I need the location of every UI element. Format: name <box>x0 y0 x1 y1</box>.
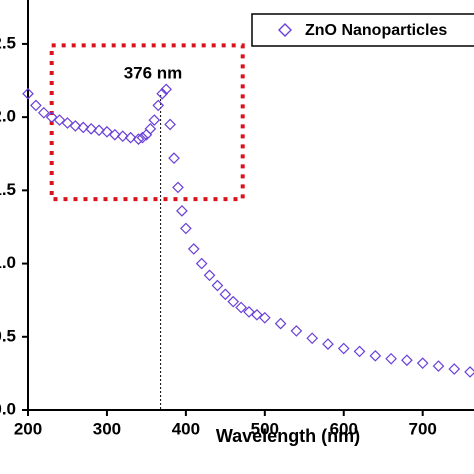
y-tick-label: 2.0 <box>0 107 16 126</box>
data-point <box>290 325 303 337</box>
data-point <box>227 295 240 308</box>
legend-box <box>251 13 474 47</box>
data-point <box>168 152 180 164</box>
data-point <box>187 243 200 255</box>
data-point <box>416 357 429 369</box>
x-tick-label: 600 <box>330 419 358 438</box>
data-point <box>116 130 129 143</box>
x-tick-label: 700 <box>409 419 437 438</box>
data-point <box>22 87 34 100</box>
data-point <box>235 301 247 314</box>
data-point <box>124 131 137 144</box>
x-tick-label: 400 <box>172 419 200 438</box>
data-point <box>37 106 50 119</box>
legend-marker <box>278 23 292 37</box>
data-point <box>136 131 149 144</box>
x-tick-label: 500 <box>251 419 279 438</box>
data-point <box>156 87 169 100</box>
x-axis-label: Wavelength (nm) <box>216 426 360 446</box>
data-point <box>176 205 188 217</box>
data-point <box>353 345 366 358</box>
data-point <box>274 317 287 330</box>
data-point <box>306 332 319 345</box>
annotation-text: 376 nm <box>124 63 183 82</box>
y-tick-label: 2.5 <box>0 33 16 52</box>
data-point <box>432 360 445 372</box>
data-point <box>385 352 397 365</box>
data-point <box>61 117 74 129</box>
data-point <box>160 83 172 96</box>
legend-label: ZnO Nanoparticles <box>305 22 447 39</box>
data-point <box>322 338 334 350</box>
data-point <box>45 111 58 123</box>
data-point <box>69 120 82 132</box>
data-point <box>101 125 113 138</box>
data-point <box>251 308 263 321</box>
data-point <box>448 363 461 375</box>
data-point <box>30 99 42 112</box>
data-point <box>164 118 176 131</box>
data-point <box>132 133 145 145</box>
data-point <box>108 128 121 141</box>
y-tick-label: 1.5 <box>0 180 16 199</box>
data-point <box>172 181 184 194</box>
x-tick-label: 200 <box>14 419 42 438</box>
data-point <box>77 121 90 134</box>
x-tick-label: 300 <box>93 419 121 438</box>
data-point <box>219 288 232 301</box>
data-point <box>337 342 350 355</box>
data-point <box>258 311 271 324</box>
data-point <box>144 123 157 135</box>
y-tick-label: 0.5 <box>0 326 16 345</box>
data-point <box>195 257 208 270</box>
data-point <box>180 222 192 235</box>
y-tick-label: 1.0 <box>0 253 16 272</box>
data-point <box>85 123 97 135</box>
data-point <box>211 279 224 292</box>
data-point <box>243 306 255 318</box>
data-point <box>369 349 382 362</box>
data-point <box>203 269 216 282</box>
y-tick-label: 0.0 <box>0 399 16 418</box>
data-point <box>93 124 105 137</box>
data-point <box>53 114 66 126</box>
data-point <box>152 99 165 112</box>
data-point <box>148 114 161 126</box>
data-point <box>464 366 474 378</box>
data-point <box>401 354 413 367</box>
